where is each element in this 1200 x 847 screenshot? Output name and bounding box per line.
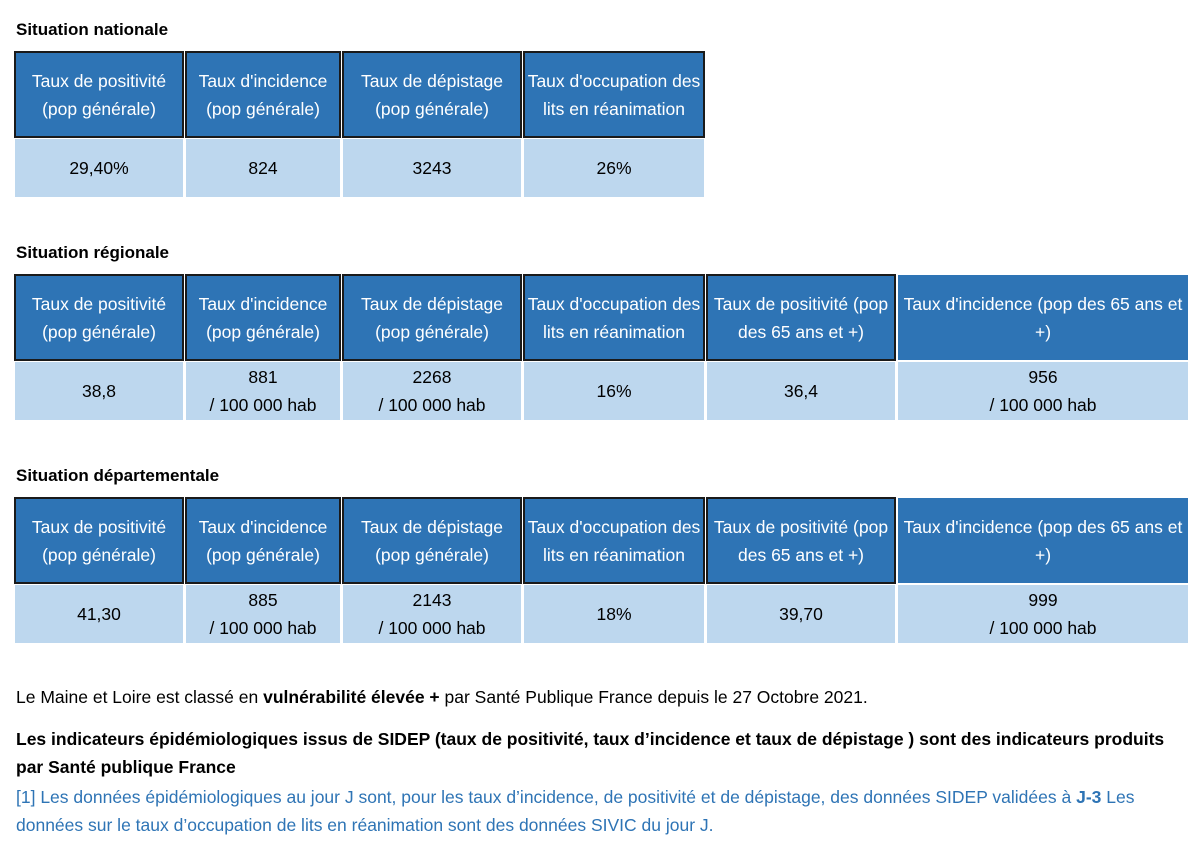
- vulnerabilite-label: vulnérabilité élevée +: [263, 687, 440, 707]
- note-vulnerabilite: Le Maine et Loire est classé en vulnérab…: [16, 687, 868, 707]
- value-depistage: 3243: [343, 139, 521, 197]
- value-depistage: 2143/ 100 000 hab: [343, 585, 521, 643]
- header-positivite-65: Taux de positivité (pop des 65 ans et +): [706, 274, 896, 361]
- section-title-regional: Situation régionale: [16, 243, 170, 262]
- unit-label: / 100 000 hab: [989, 395, 1097, 415]
- unit-label: / 100 000 hab: [209, 395, 317, 415]
- header-occupation: Taux d'occupation des lits en réanimatio…: [523, 497, 705, 584]
- table-departemental: Taux de positivité (pop générale) Taux d…: [12, 497, 1191, 643]
- value-positivite: 38,8: [15, 362, 183, 420]
- header-incidence: Taux d'incidence (pop générale): [185, 51, 341, 138]
- value-occupation: 26%: [524, 139, 704, 197]
- table-national: Taux de positivité (pop générale) Taux d…: [12, 51, 707, 197]
- value-depistage: 2268/ 100 000 hab: [343, 362, 521, 420]
- header-incidence: Taux d'incidence (pop générale): [185, 274, 341, 361]
- value-incidence: 824: [186, 139, 340, 197]
- header-positivite: Taux de positivité (pop générale): [14, 497, 184, 584]
- unit-label: / 100 000 hab: [378, 395, 486, 415]
- header-incidence-65: Taux d'incidence (pop des 65 ans et +): [898, 275, 1188, 360]
- unit-label: / 100 000 hab: [378, 618, 486, 638]
- header-occupation: Taux d'occupation des lits en réanimatio…: [523, 274, 705, 361]
- header-depistage: Taux de dépistage (pop générale): [342, 274, 522, 361]
- value-positivite-65: 39,70: [707, 585, 895, 643]
- value-incidence: 885/ 100 000 hab: [186, 585, 340, 643]
- header-depistage: Taux de dépistage (pop générale): [342, 497, 522, 584]
- footnote-1: [1] Les données épidémiologiques au jour…: [16, 787, 1135, 835]
- table-regional: Taux de positivité (pop générale) Taux d…: [12, 274, 1191, 420]
- j3-label: J-3: [1076, 787, 1102, 807]
- unit-label: / 100 000 hab: [209, 618, 317, 638]
- section-title-departemental: Situation départementale: [16, 466, 220, 485]
- value-positivite-65: 36,4: [707, 362, 895, 420]
- value-positivite: 29,40%: [15, 139, 183, 197]
- note-sidep: Les indicateurs épidémiologiques issus d…: [16, 729, 1165, 777]
- header-occupation: Taux d'occupation des lits en réanimatio…: [523, 51, 705, 138]
- value-incidence-65: 999/ 100 000 hab: [898, 585, 1188, 643]
- header-incidence-65: Taux d'incidence (pop des 65 ans et +): [898, 498, 1188, 583]
- section-title-national: Situation nationale: [16, 20, 169, 39]
- header-depistage: Taux de dépistage (pop générale): [342, 51, 522, 138]
- value-occupation: 18%: [524, 585, 704, 643]
- header-positivite: Taux de positivité (pop générale): [14, 51, 184, 138]
- header-positivite-65: Taux de positivité (pop des 65 ans et +): [706, 497, 896, 584]
- value-incidence-65: 956/ 100 000 hab: [898, 362, 1188, 420]
- header-incidence: Taux d'incidence (pop générale): [185, 497, 341, 584]
- unit-label: / 100 000 hab: [989, 618, 1097, 638]
- value-occupation: 16%: [524, 362, 704, 420]
- header-positivite: Taux de positivité (pop générale): [14, 274, 184, 361]
- value-incidence: 881/ 100 000 hab: [186, 362, 340, 420]
- value-positivite: 41,30: [15, 585, 183, 643]
